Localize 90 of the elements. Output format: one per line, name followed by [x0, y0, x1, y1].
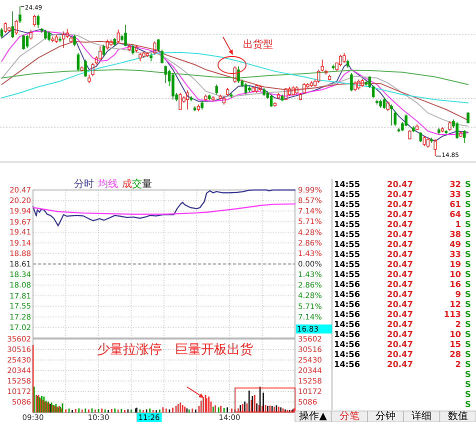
text: 20.47 — [387, 199, 414, 209]
category-label: 数值 — [448, 411, 468, 422]
text: 64 — [450, 209, 462, 219]
text: 20.47 — [387, 359, 414, 369]
text: 20.47 — [387, 249, 414, 259]
text: 20.47 — [387, 279, 414, 289]
text: 20.47 — [387, 269, 414, 279]
text: 14:55 — [334, 249, 360, 259]
text: 10 — [450, 329, 462, 339]
text: 14:56 — [334, 279, 360, 289]
text: 20.47 — [387, 239, 414, 249]
text: 19 — [450, 259, 462, 269]
text: 20.47 — [387, 179, 414, 189]
text: S — [465, 279, 471, 289]
text: 14:56 — [334, 289, 360, 299]
text: 2 — [455, 319, 461, 329]
text: 20.47 — [387, 339, 414, 349]
text: S — [465, 299, 471, 309]
text: S — [465, 229, 471, 239]
text: S — [465, 179, 471, 189]
text: 33 — [450, 189, 462, 199]
annotation: 少量拉涨停 巨量开板出货 — [97, 342, 253, 358]
text: 14:55 — [334, 199, 360, 209]
text: 61 — [450, 199, 462, 209]
text: 20.47 — [387, 349, 414, 359]
text: 14:56 — [334, 359, 360, 369]
text: S — [465, 239, 471, 249]
text: S — [465, 289, 471, 299]
text: 33 — [450, 249, 462, 259]
text: S — [465, 249, 471, 259]
text: S — [465, 399, 471, 409]
text: S — [465, 269, 471, 279]
text: 14:56 — [334, 319, 360, 329]
text: 20.47 — [387, 189, 414, 199]
text: S — [465, 259, 471, 269]
category-label: 详细 — [412, 410, 432, 422]
text: S — [465, 369, 471, 379]
text: 分时 — [74, 178, 94, 190]
text: 14:56 — [334, 339, 360, 349]
text: 14:55 — [334, 189, 360, 199]
text: S — [465, 339, 471, 349]
text: 1 — [455, 219, 462, 229]
text: 10 — [450, 269, 462, 279]
text: 均线 — [97, 178, 118, 190]
text: 20.47 — [387, 219, 414, 229]
text: 16 — [450, 279, 462, 289]
text: 20.47 — [387, 299, 414, 309]
text: S — [465, 389, 471, 399]
category-label: 分笔 — [339, 410, 360, 422]
text: 113 — [444, 309, 462, 319]
text: 38 — [450, 229, 462, 239]
text: 14:56 — [334, 329, 360, 339]
text: 14:55 — [334, 179, 360, 189]
text: 20.47 — [387, 319, 414, 329]
text: S — [465, 219, 471, 229]
text: 9 — [455, 289, 462, 299]
text: 12 — [450, 299, 461, 309]
text: 28 — [450, 349, 462, 359]
category-label: 操作▲ — [299, 410, 328, 422]
text: S — [465, 309, 471, 319]
text: 14:56 — [334, 349, 360, 359]
text: 14:56 — [334, 309, 360, 319]
text: S — [465, 199, 471, 209]
text: S — [465, 319, 471, 329]
text: S — [465, 209, 471, 219]
category-label: 分钟 — [376, 410, 396, 422]
annotation: 出货型 — [243, 38, 273, 50]
text: 14:55 — [334, 229, 360, 239]
text: 14:55 — [334, 269, 360, 279]
text: 14:56 — [334, 299, 360, 309]
text: 14:55 — [334, 219, 360, 229]
text: S — [465, 189, 471, 199]
text: S — [465, 329, 471, 339]
text: 49 — [450, 239, 462, 249]
text: 20.47 — [387, 329, 414, 339]
text: 15 — [450, 339, 462, 349]
text: 14:55 — [334, 239, 360, 249]
text: 14:55 — [334, 259, 360, 269]
text: S — [465, 359, 471, 369]
text: 20.47 — [387, 289, 414, 299]
text: 2 — [455, 359, 461, 369]
text: 20.47 — [387, 209, 414, 219]
text: S — [465, 379, 471, 389]
text: S — [465, 349, 471, 359]
text: 32 — [450, 179, 461, 189]
text: 成交量 — [122, 178, 152, 190]
text: 14:55 — [334, 209, 360, 219]
text: 20.47 — [387, 309, 414, 319]
text: 20.47 — [387, 259, 414, 269]
text: 20.47 — [387, 229, 414, 239]
